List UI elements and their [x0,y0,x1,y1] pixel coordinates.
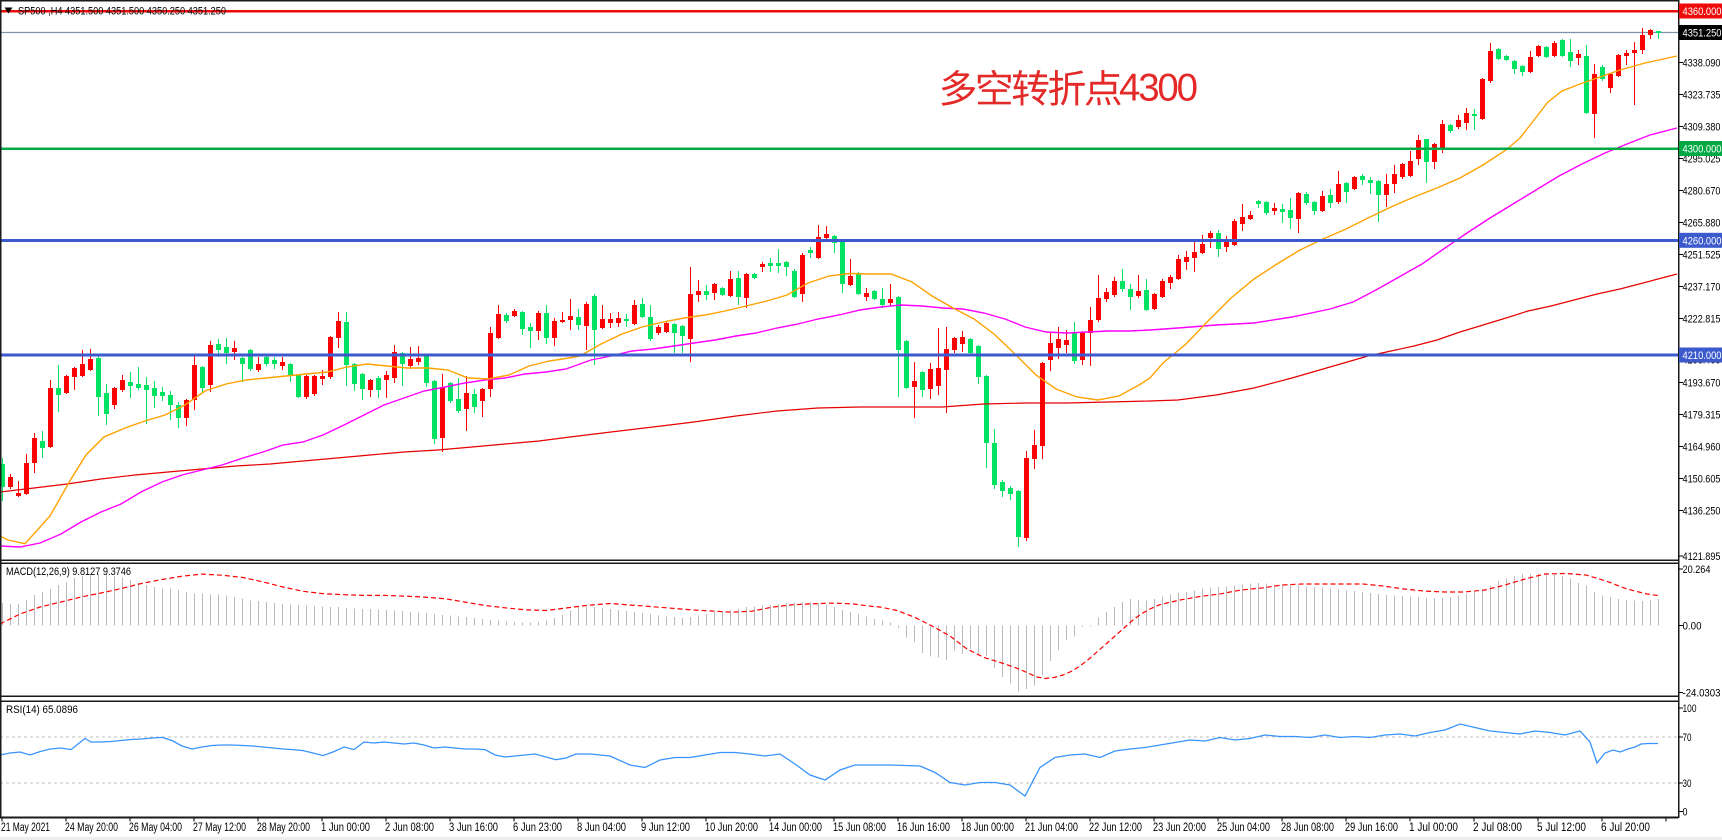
svg-text:20.264: 20.264 [1683,564,1711,576]
svg-text:4300: 4300 [1119,67,1198,110]
svg-text:6 Jul 20:00: 6 Jul 20:00 [1601,822,1650,834]
svg-text:4295.025: 4295.025 [1683,154,1721,166]
svg-text:9 Jun 12:00: 9 Jun 12:00 [641,822,690,834]
svg-text:4237.170: 4237.170 [1683,282,1721,294]
svg-text:3 Jun 16:00: 3 Jun 16:00 [449,822,498,834]
svg-text:4251.525: 4251.525 [1683,250,1721,262]
svg-text:4351.250: 4351.250 [1683,28,1722,40]
svg-text:-24.0303: -24.0303 [1683,688,1721,700]
svg-text:SP500 ,H4 4351.500 4351.500 4: SP500 ,H4 4351.500 4351.500 4350.250 435… [18,6,226,18]
svg-text:27 May 12:00: 27 May 12:00 [193,822,246,834]
svg-text:15 Jun 08:00: 15 Jun 08:00 [833,822,886,834]
svg-text:70: 70 [1683,732,1692,744]
svg-text:4193.670: 4193.670 [1683,378,1721,390]
svg-text:4179.315: 4179.315 [1683,410,1721,422]
svg-text:4300.000: 4300.000 [1683,144,1722,156]
svg-text:4360.000: 4360.000 [1683,6,1722,18]
svg-text:14 Jun 00:00: 14 Jun 00:00 [769,822,822,834]
svg-text:4136.250: 4136.250 [1683,506,1721,518]
svg-text:0: 0 [1683,807,1688,819]
svg-text:4265.880: 4265.880 [1683,218,1721,230]
svg-text:1 Jun 00:00: 1 Jun 00:00 [321,822,370,834]
svg-text:28 Jun 08:00: 28 Jun 08:00 [1281,822,1334,834]
svg-text:4309.380: 4309.380 [1683,122,1721,134]
svg-text:8 Jun 04:00: 8 Jun 04:00 [577,822,626,834]
svg-text:16 Jun 16:00: 16 Jun 16:00 [897,822,950,834]
svg-text:4121.895: 4121.895 [1683,551,1721,563]
svg-text:RSI(14) 65.0896: RSI(14) 65.0896 [6,704,78,716]
svg-text:1 Jul 00:00: 1 Jul 00:00 [1409,822,1458,834]
svg-text:4260.000: 4260.000 [1683,235,1722,247]
svg-text:10 Jun 20:00: 10 Jun 20:00 [705,822,758,834]
svg-text:4210.000: 4210.000 [1683,350,1722,362]
svg-text:24 May 20:00: 24 May 20:00 [65,822,118,834]
svg-text:4338.090: 4338.090 [1683,58,1721,70]
svg-text:18 Jun 00:00: 18 Jun 00:00 [961,822,1014,834]
svg-text:25 Jun 04:00: 25 Jun 04:00 [1217,822,1270,834]
svg-text:23 Jun 20:00: 23 Jun 20:00 [1153,822,1206,834]
svg-text:26 May 04:00: 26 May 04:00 [129,822,182,834]
svg-text:2 Jul 08:00: 2 Jul 08:00 [1473,822,1522,834]
svg-text:4150.605: 4150.605 [1683,474,1721,486]
svg-text:6 Jun 23:00: 6 Jun 23:00 [513,822,562,834]
svg-text:4323.735: 4323.735 [1683,90,1721,102]
svg-text:0.00: 0.00 [1683,621,1702,633]
svg-text:MACD(12,26,9) 9.8127 9.3746: MACD(12,26,9) 9.8127 9.3746 [6,566,131,578]
svg-text:4280.670: 4280.670 [1683,186,1721,198]
svg-text:21 May 2021: 21 May 2021 [1,822,50,834]
svg-text:22 Jun 12:00: 22 Jun 12:00 [1089,822,1142,834]
svg-text:29 Jun 16:00: 29 Jun 16:00 [1345,822,1398,834]
svg-text:28 May 20:00: 28 May 20:00 [257,822,310,834]
svg-text:30: 30 [1683,778,1692,790]
svg-text:4222.815: 4222.815 [1683,314,1721,326]
svg-text:2 Jun 08:00: 2 Jun 08:00 [385,822,434,834]
svg-text:5 Jul 12:00: 5 Jul 12:00 [1537,822,1586,834]
svg-text:4164.960: 4164.960 [1683,442,1721,454]
svg-text:100: 100 [1683,703,1697,715]
svg-text:21 Jun 04:00: 21 Jun 04:00 [1025,822,1078,834]
